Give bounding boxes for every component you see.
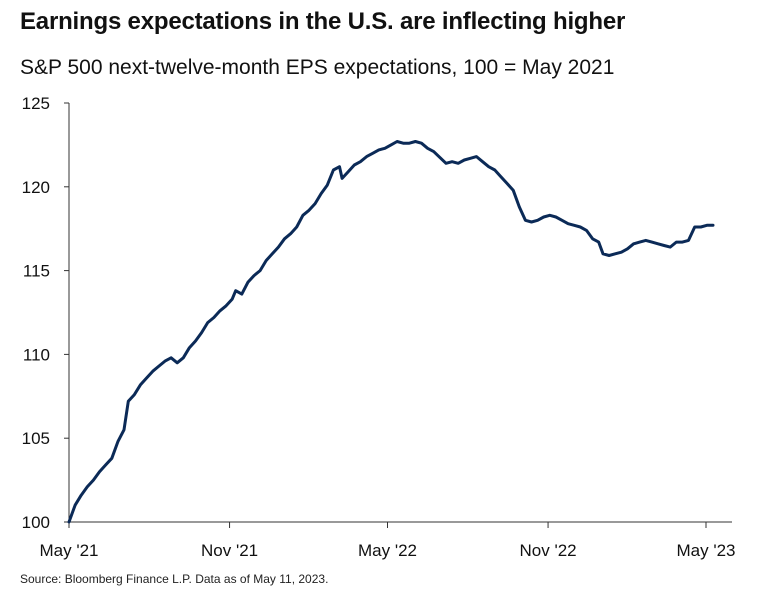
x-tick-label: Nov '22 <box>520 541 577 560</box>
y-tick-label: 120 <box>22 178 50 197</box>
x-tick-label: May '21 <box>40 541 99 560</box>
y-tick-label: 100 <box>22 513 50 532</box>
x-tick-label: Nov '21 <box>201 541 258 560</box>
y-tick-label: 115 <box>23 262 50 281</box>
y-tick-label: 110 <box>23 345 50 364</box>
chart-subtitle: S&P 500 next-twelve-month EPS expectatio… <box>20 56 615 79</box>
eps-expectations-line <box>67 140 715 524</box>
x-tick-label: May '22 <box>358 541 417 560</box>
source-note: Source: Bloomberg Finance L.P. Data as o… <box>20 572 329 586</box>
x-tick-label: May '23 <box>677 541 736 560</box>
line-chart: 100 105 110 115 120 125 May '21 Nov '21 May '22… <box>22 94 736 560</box>
y-tick-label: 105 <box>22 429 50 448</box>
x-axis-ticks: May '21 Nov '21 May '22 Nov '22 May '23 <box>40 522 736 560</box>
chart-title: Earnings expectations in the U.S. are in… <box>20 8 626 35</box>
y-tick-label: 125 <box>22 94 50 113</box>
y-axis-ticks: 100 105 110 115 120 125 <box>22 94 69 532</box>
